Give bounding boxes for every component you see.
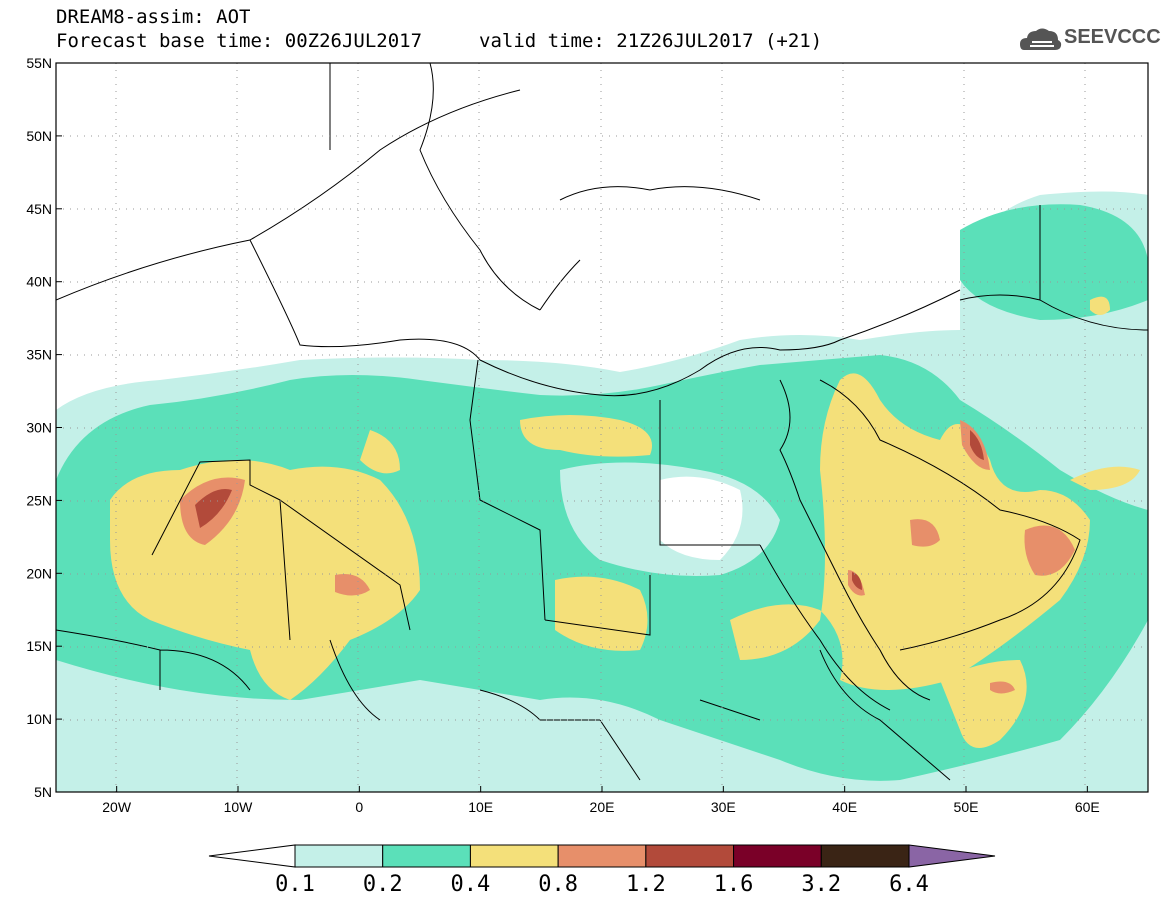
aot-contour-0.8 xyxy=(335,574,370,596)
aot-contour-1.2 xyxy=(970,430,984,460)
lat-tick-label: 30N xyxy=(26,420,52,436)
lon-tick-label: 10W xyxy=(224,799,254,815)
colorbar-label: 0.4 xyxy=(450,872,491,897)
colorbar-over-arrow xyxy=(908,844,996,868)
colorbar-segment xyxy=(469,844,559,868)
graticule xyxy=(56,63,1148,792)
colorbar-segment xyxy=(557,844,647,868)
cloud-icon xyxy=(1020,28,1062,50)
colorbar-label: 1.6 xyxy=(713,872,754,897)
seevccc-logo: SEEVCCC xyxy=(1064,26,1161,48)
lon-tick-label: 0 xyxy=(355,799,363,815)
colorbar-label: 0.1 xyxy=(275,872,315,897)
colorbar-segment xyxy=(820,844,910,868)
lon-tick-label: 60E xyxy=(1075,799,1100,815)
colorbar-segment xyxy=(382,844,471,868)
lat-tick-label: 55N xyxy=(26,55,52,71)
lon-tick-label: 20W xyxy=(102,799,132,815)
country-borders xyxy=(56,63,1148,781)
map-title: DREAM8-assim: AOT xyxy=(56,6,251,28)
colorbar-label: 6.4 xyxy=(889,872,929,897)
colorbar-label: 1.2 xyxy=(625,872,666,897)
lon-tick-label: 20E xyxy=(590,799,615,815)
colorbar-segment xyxy=(294,844,384,868)
colorbar-under-arrow xyxy=(208,844,296,868)
lat-tick-label: 45N xyxy=(26,201,52,217)
aot-contour-0.8 xyxy=(910,519,940,547)
aot-low-region xyxy=(660,476,743,560)
lat-tick-label: 10N xyxy=(26,711,52,727)
colorbar-segment xyxy=(645,844,735,868)
colorbar-label: 0.2 xyxy=(362,872,403,897)
lat-tick-label: 15N xyxy=(26,638,52,654)
aot-contour-0.4 xyxy=(730,373,1090,690)
aot-contour-0.4 xyxy=(360,430,400,474)
colorbar-segment xyxy=(733,844,822,868)
lat-tick-label: 25N xyxy=(26,492,52,508)
aot-contour-0.8 xyxy=(1024,525,1075,576)
lat-tick-label: 50N xyxy=(26,128,52,144)
lat-tick-label: 5N xyxy=(34,784,52,800)
colorbar-label: 0.8 xyxy=(538,872,579,897)
aot-contour-1.2 xyxy=(195,489,232,528)
colorbar xyxy=(208,844,996,868)
lat-tick-label: 20N xyxy=(26,565,52,581)
aot-contour-0.2 xyxy=(960,204,1148,320)
forecast-base-time: Forecast base time: 00Z26JUL2017 xyxy=(56,30,423,52)
colorbar-label: 3.2 xyxy=(801,872,842,897)
aot-contour-0.4 xyxy=(555,576,648,651)
lon-tick-label: 30E xyxy=(711,799,736,815)
lon-tick-label: 40E xyxy=(832,799,857,815)
aot-contour-0.4 xyxy=(1090,296,1110,315)
lat-tick-label: 40N xyxy=(26,274,52,290)
lon-tick-label: 10E xyxy=(468,799,493,815)
lon-tick-label: 50E xyxy=(954,799,979,815)
lon-tick-labels: 20W 10W 0 10E 20E 30E 40E 50E 60E xyxy=(102,786,1100,815)
aot-contour-0.4 xyxy=(1070,466,1140,490)
aot-contour-0.8 xyxy=(990,681,1015,694)
lat-tick-labels: 5N 10N 15N 20N 25N 30N 35N 40N 45N 50N 55N xyxy=(26,55,62,800)
aot-contour-1.2 xyxy=(852,572,862,590)
valid-time: valid time: 21Z26JUL2017 (+21) xyxy=(479,30,823,52)
aot-contour-0.4 xyxy=(520,415,652,457)
lat-tick-label: 35N xyxy=(26,347,52,363)
